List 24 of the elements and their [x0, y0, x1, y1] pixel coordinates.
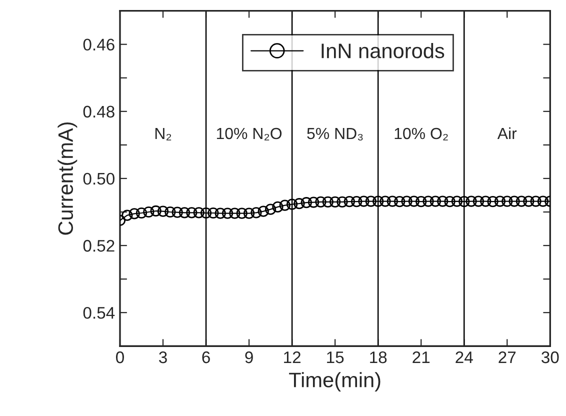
annotation: 10% N₂O [216, 128, 282, 140]
y-tick-label: 0.46 [83, 38, 114, 51]
y-tick-label: 0.52 [83, 240, 114, 252]
x-tick-label: 24 [456, 351, 473, 364]
x-tick-label: 3 [159, 351, 167, 364]
annotation: Air [497, 127, 517, 140]
y-axis-title: Current(mA) [58, 122, 78, 235]
x-tick-label: 27 [498, 351, 516, 364]
x-tick-label: 30 [542, 351, 559, 364]
y-tick-label: 0.50 [83, 172, 114, 185]
x-tick-label: 15 [327, 352, 344, 364]
x-axis-title: Time(min) [289, 372, 380, 392]
x-tick-label: 12 [284, 351, 300, 364]
legend-label: InN nanorods [322, 42, 444, 58]
x-tick-label: 0 [116, 351, 124, 364]
y-tick-label: 0.54 [83, 306, 115, 319]
annotation: 5% ND₃ [307, 128, 363, 140]
x-tick-label: 21 [412, 351, 430, 364]
annotation: 10% O₂ [394, 128, 448, 140]
x-tick-label: 9 [245, 351, 253, 364]
annotation: N₂ [155, 128, 172, 140]
y-tick-label: 0.48 [83, 106, 114, 118]
x-tick-label: 6 [202, 351, 210, 364]
x-tick-label: 18 [370, 351, 387, 364]
